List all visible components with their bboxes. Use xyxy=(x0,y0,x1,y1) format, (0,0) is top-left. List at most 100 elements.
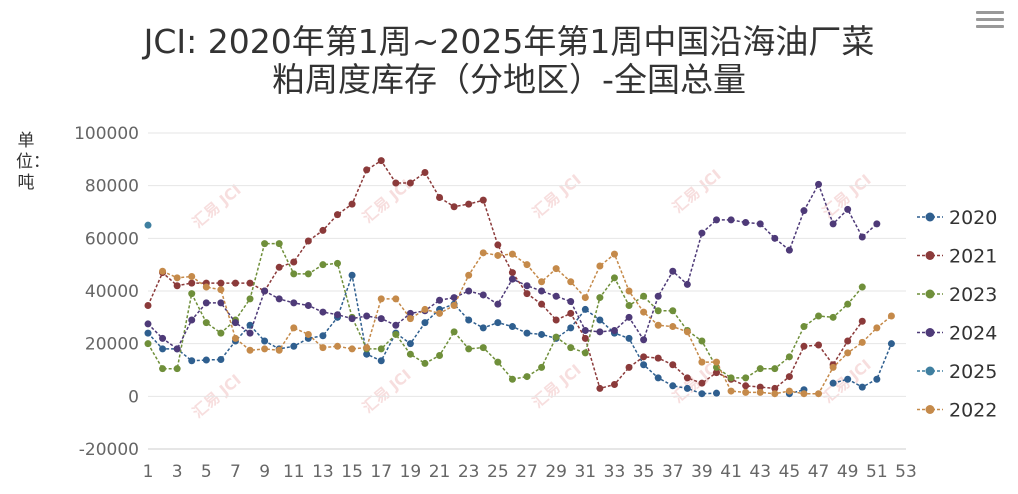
point-2021-14 xyxy=(334,211,341,219)
point-2021-3 xyxy=(173,282,181,290)
point-2020-24 xyxy=(479,324,487,332)
point-2023-50 xyxy=(858,283,866,291)
x-tick-label-20: 41 xyxy=(720,462,742,482)
point-2022-11 xyxy=(290,324,298,332)
point-2024-33 xyxy=(610,327,618,334)
point-2023-30 xyxy=(567,344,575,352)
point-2024-49 xyxy=(844,205,852,213)
point-2023-42 xyxy=(742,374,750,382)
point-2024-8 xyxy=(246,329,254,337)
point-2024-10 xyxy=(275,295,283,303)
y-tick-label-4: 60000 xyxy=(85,229,139,249)
point-2020-40 xyxy=(713,389,720,397)
point-2021-12 xyxy=(304,237,312,245)
series-line-2022 xyxy=(162,251,892,395)
x-tick-label-26: 53 xyxy=(895,462,917,482)
point-2022-40 xyxy=(713,358,720,366)
point-2022-10 xyxy=(275,346,283,354)
point-2022-16 xyxy=(363,344,371,352)
point-2024-43 xyxy=(756,220,764,228)
point-2024-28 xyxy=(538,287,546,295)
point-2024-22 xyxy=(450,294,458,302)
point-2021-10 xyxy=(275,263,283,271)
point-2020-31 xyxy=(581,305,589,313)
x-tick-label-15: 31 xyxy=(574,462,596,482)
point-2020-36 xyxy=(654,374,662,382)
legend-label-2025: 2025 xyxy=(949,361,997,383)
point-2022-22 xyxy=(450,301,458,309)
point-2024-3 xyxy=(173,345,181,353)
point-2023-18 xyxy=(392,330,400,338)
point-2023-24 xyxy=(479,344,487,352)
point-2020-37 xyxy=(669,382,677,390)
point-2020-39 xyxy=(698,390,706,398)
point-2020-15 xyxy=(348,271,356,279)
point-2023-20 xyxy=(421,359,429,367)
watermark-4: 汇易 JCI xyxy=(819,171,875,222)
point-2022-28 xyxy=(538,278,546,286)
y-tick-label-3: 40000 xyxy=(85,282,139,302)
point-2022-27 xyxy=(523,261,531,269)
point-2023-48 xyxy=(829,313,837,321)
x-tick-label-7: 15 xyxy=(341,462,363,482)
x-tick-label-5: 11 xyxy=(283,462,305,482)
point-2022-42 xyxy=(742,388,750,396)
point-2024-18 xyxy=(392,321,400,329)
point-2022-24 xyxy=(479,249,487,257)
point-2024-38 xyxy=(683,280,691,288)
point-2021-17 xyxy=(377,157,385,165)
menu-icon[interactable] xyxy=(976,8,1004,32)
point-2020-20 xyxy=(421,319,429,327)
point-2023-43 xyxy=(756,365,764,373)
point-2024-19 xyxy=(406,309,414,317)
point-2021-11 xyxy=(290,258,298,266)
point-2021-43 xyxy=(756,383,764,391)
point-2024-47 xyxy=(815,180,823,188)
point-2021-18 xyxy=(392,179,400,187)
point-2021-44 xyxy=(771,384,779,392)
point-2020-16 xyxy=(363,350,371,358)
point-2020-28 xyxy=(538,330,546,338)
point-2022-29 xyxy=(552,265,560,273)
point-2022-50 xyxy=(858,338,866,346)
point-2022-9 xyxy=(261,345,269,353)
point-2024-4 xyxy=(188,316,196,324)
watermark-2: 汇易 JCI xyxy=(529,171,585,222)
point-2023-23 xyxy=(465,345,473,353)
point-2020-38 xyxy=(683,384,691,392)
point-2021-13 xyxy=(319,226,327,234)
point-2021-49 xyxy=(844,337,852,345)
point-2020-34 xyxy=(625,334,633,342)
x-tick-label-6: 13 xyxy=(312,462,334,482)
point-2021-21 xyxy=(436,194,444,202)
point-2022-26 xyxy=(508,250,516,258)
legend-marker-2024 xyxy=(925,328,935,337)
point-2024-48 xyxy=(829,220,837,228)
point-2022-2 xyxy=(159,267,167,275)
point-2023-29 xyxy=(552,333,560,341)
legend-marker-2025 xyxy=(925,366,935,376)
legend-label-2023: 2023 xyxy=(949,284,997,306)
point-2022-6 xyxy=(217,286,225,294)
point-2024-11 xyxy=(290,299,298,307)
x-tick-label-8: 17 xyxy=(370,462,392,482)
point-2022-7 xyxy=(231,334,239,342)
point-2024-31 xyxy=(581,327,589,334)
series-line-2023 xyxy=(147,242,863,381)
point-2023-40 xyxy=(713,363,720,371)
point-2021-28 xyxy=(538,300,546,308)
point-2020-19 xyxy=(406,340,414,348)
point-2024-21 xyxy=(436,296,444,304)
point-2021-30 xyxy=(567,309,575,317)
point-2021-22 xyxy=(450,203,458,211)
point-2021-15 xyxy=(348,200,356,208)
point-2020-23 xyxy=(465,316,473,324)
point-2021-34 xyxy=(625,363,633,371)
point-2020-27 xyxy=(523,329,531,337)
point-2024-51 xyxy=(873,220,881,228)
point-2022-19 xyxy=(406,315,414,323)
x-tick-label-25: 51 xyxy=(866,462,888,482)
point-2022-33 xyxy=(610,250,618,258)
point-2025-1 xyxy=(144,221,152,229)
